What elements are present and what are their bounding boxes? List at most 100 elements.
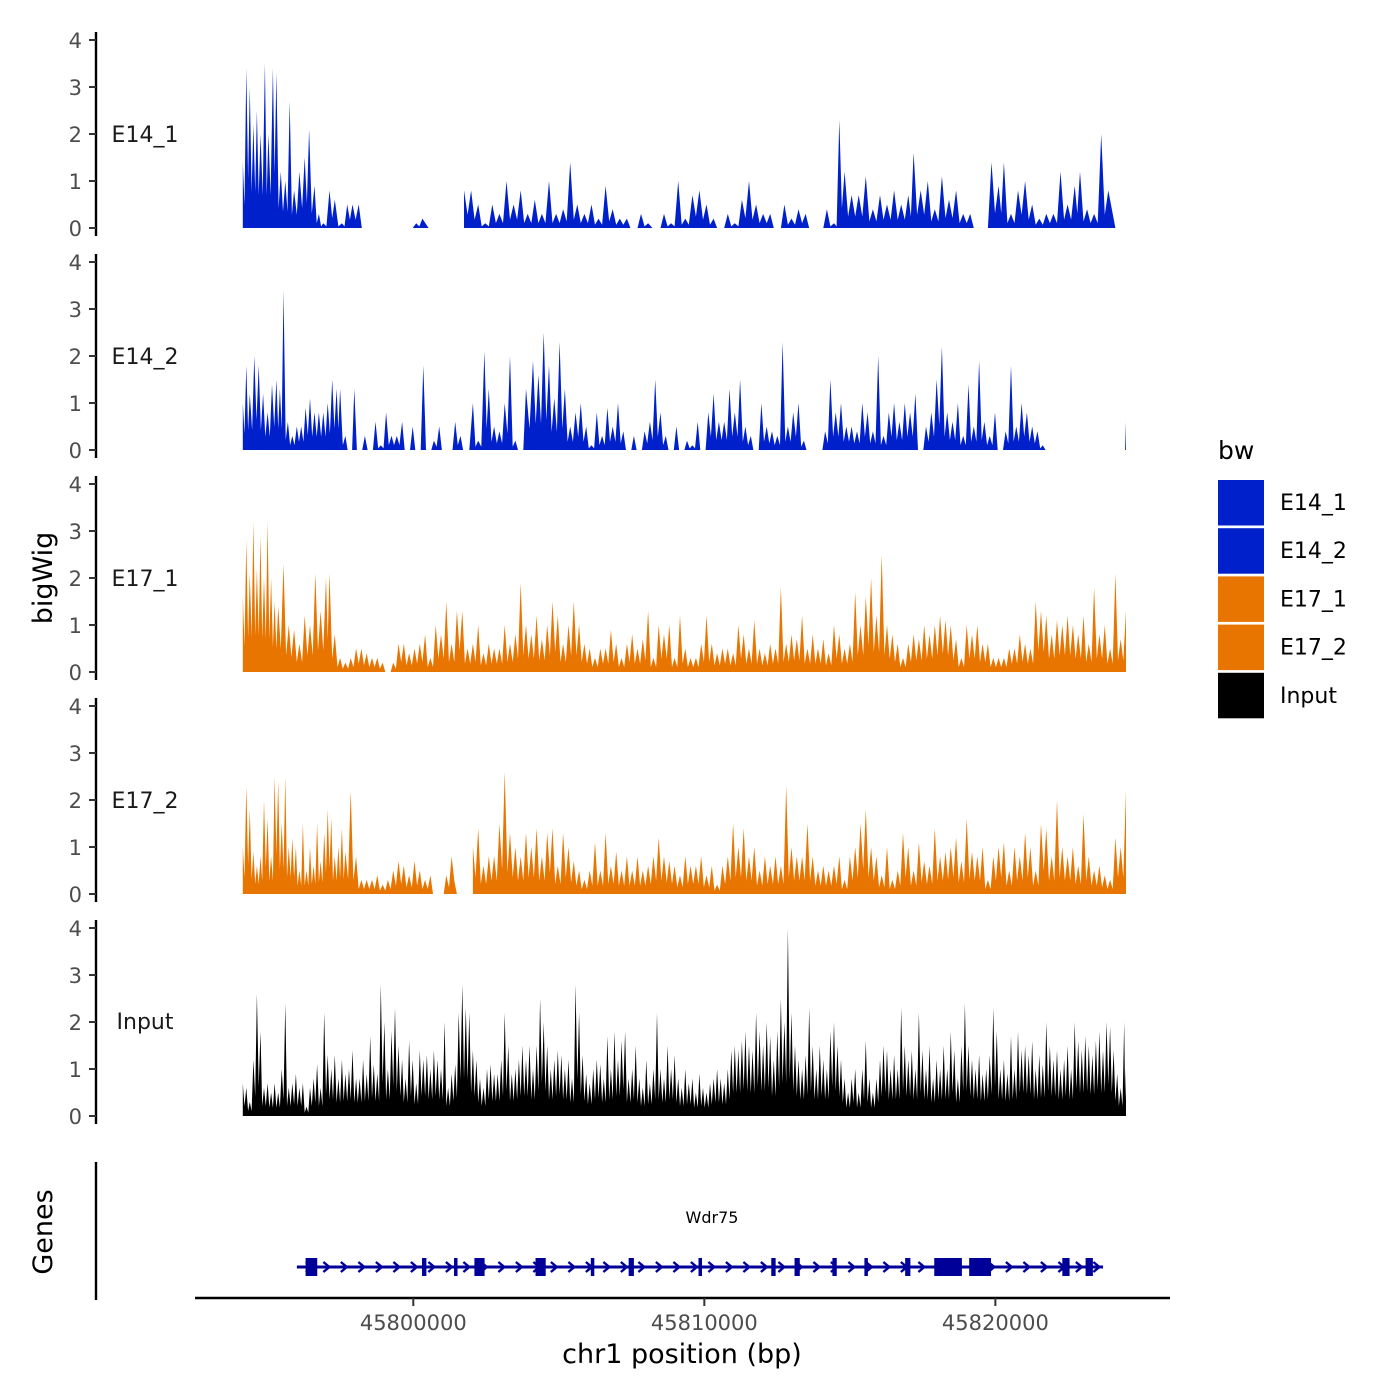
gene-exon — [864, 1258, 868, 1276]
legend-title: bw — [1218, 436, 1254, 465]
gene-strand-chevron — [917, 1261, 927, 1273]
track-label-E14_2: E14_2 — [112, 345, 179, 370]
gene-strand-chevron — [1092, 1261, 1102, 1273]
gene-exon — [474, 1258, 485, 1276]
gene-strand-chevron — [672, 1261, 682, 1273]
legend-label-E14_2: E14_2 — [1280, 539, 1347, 564]
y-tick-label-E17_1-0: 0 — [69, 661, 82, 685]
gene-strand-chevron — [410, 1261, 419, 1273]
y-tick-label-Input-3: 3 — [69, 964, 82, 988]
legend: bw E14_1 E14_2 E17_1 E17_2 Input — [1218, 436, 1347, 719]
gene-strand-chevron — [392, 1261, 402, 1273]
gene-strand-chevron — [497, 1261, 507, 1273]
track-E14_2: 0 1 2 3 4 E14_2 — [69, 251, 1127, 463]
gene-exon — [794, 1258, 800, 1276]
x-axis: 45800000 45810000 45820000 chr1 position (… — [195, 1296, 1170, 1370]
legend-entry-E14_1: E14_1 — [1218, 480, 1347, 526]
y-tick-label-E17_1-3: 3 — [69, 520, 82, 544]
legend-entry-E14_2: E14_2 — [1218, 528, 1347, 574]
legend-label-E17_2: E17_2 — [1280, 636, 1347, 661]
y-tick-label-Input-4: 4 — [69, 917, 82, 941]
gene-exon — [454, 1258, 458, 1276]
legend-swatch-Input — [1218, 672, 1264, 719]
y-tick-label-Input-0: 0 — [69, 1105, 82, 1129]
gene-strand-chevron — [707, 1261, 717, 1273]
gene-strand-chevron — [567, 1261, 577, 1273]
gene-strand-chevron — [427, 1261, 437, 1273]
signal-area-E14_1 — [242, 63, 1127, 228]
gene-exon — [969, 1258, 992, 1276]
x-axis-ticks: 45800000 45810000 45820000 — [360, 1298, 1049, 1335]
gene-strand-chevron — [812, 1261, 822, 1273]
legend-items: E14_1 E14_2 E17_1 E17_2 Input — [1218, 480, 1347, 719]
y-tick-label-Input-2: 2 — [69, 1011, 82, 1035]
legend-label-E14_1: E14_1 — [1280, 491, 1347, 516]
y-tick-label-E14_2-2: 2 — [69, 345, 82, 369]
y-tick-label-E14_1-1: 1 — [69, 170, 82, 194]
gene-strand-chevron — [1005, 1261, 1014, 1273]
y-tick-label-E14_2-1: 1 — [69, 392, 82, 416]
y-tick-label-E17_1-4: 4 — [69, 473, 82, 497]
gene-strand-chevron — [515, 1261, 524, 1273]
y-tick-label-E17_2-3: 3 — [69, 742, 82, 766]
bigwig-tracks: 0 1 2 3 4 E14_1 0 1 2 3 4 E14_2 0 1 2 3 4 E17_1 0 1 2 3 4 E17_2… — [69, 29, 1127, 1129]
gene-exon — [628, 1258, 634, 1276]
gene-exon — [905, 1258, 911, 1276]
gene-strand-chevron — [882, 1261, 892, 1273]
gene-strand-chevron — [602, 1261, 612, 1273]
y-tick-label-E17_1-1: 1 — [69, 614, 82, 638]
gene-strand-chevron — [847, 1261, 857, 1273]
legend-label-Input: Input — [1280, 684, 1337, 709]
gene-strand-chevron — [690, 1261, 699, 1273]
x-tick-label-45800000: 45800000 — [360, 1311, 467, 1335]
gene-exon — [934, 1258, 962, 1276]
y-tick-label-E17_2-2: 2 — [69, 789, 82, 813]
y-tick-label-E14_1-4: 4 — [69, 29, 82, 53]
x-tick-label-45810000: 45810000 — [651, 1311, 758, 1335]
signal-area-E14_2 — [242, 290, 1127, 450]
gene-strand-chevron — [760, 1261, 769, 1273]
track-label-E14_1: E14_1 — [112, 123, 179, 148]
gene-strand-chevron — [725, 1261, 734, 1273]
y-tick-label-Input-1: 1 — [69, 1058, 82, 1082]
gene-strand-chevron — [1075, 1261, 1084, 1273]
track-Input: 0 1 2 3 4 Input — [69, 917, 1127, 1129]
gene-exon — [698, 1258, 702, 1276]
x-axis-title: chr1 position (bp) — [562, 1339, 802, 1370]
y-tick-label-E14_2-0: 0 — [69, 439, 82, 463]
track-label-Input: Input — [117, 1010, 174, 1035]
gene-strand-chevron — [1022, 1261, 1032, 1273]
y-tick-label-E17_1-2: 2 — [69, 567, 82, 591]
gene-strand-chevron — [375, 1261, 384, 1273]
gene-label: Wdr75 — [686, 1208, 739, 1227]
gene-exon — [590, 1258, 595, 1276]
gene-exon — [771, 1258, 776, 1276]
legend-entry-E17_2: E17_2 — [1218, 624, 1347, 671]
gene-strand-chevron — [340, 1261, 349, 1273]
gene-exon — [422, 1258, 427, 1276]
gene-exon — [305, 1258, 318, 1276]
gene-strand-chevron — [357, 1261, 367, 1273]
gene-exon — [535, 1258, 546, 1276]
legend-swatch-E17_2 — [1218, 624, 1264, 671]
gene-strand-chevron — [620, 1261, 629, 1273]
y-tick-label-E17_2-1: 1 — [69, 836, 82, 860]
y-tick-label-E14_1-3: 3 — [69, 76, 82, 100]
gene-strand-chevron — [777, 1261, 787, 1273]
gene-strand-chevron — [637, 1261, 647, 1273]
signal-area-Input — [242, 928, 1127, 1116]
legend-swatch-E14_1 — [1218, 480, 1264, 526]
gene-exon — [1062, 1258, 1070, 1276]
track-E17_1: 0 1 2 3 4 E17_1 — [69, 473, 1127, 685]
gene-strand-chevron — [322, 1261, 332, 1273]
y-tick-label-E17_2-4: 4 — [69, 695, 82, 719]
legend-swatch-E14_2 — [1218, 528, 1264, 574]
signal-area-E17_1 — [242, 521, 1127, 672]
y-tick-label-E14_1-0: 0 — [69, 217, 82, 241]
y-tick-label-E17_2-0: 0 — [69, 883, 82, 907]
gene-strand-chevron — [445, 1261, 454, 1273]
signal-area-E17_2 — [242, 771, 1127, 894]
y-tick-label-E14_2-3: 3 — [69, 298, 82, 322]
track-label-E17_1: E17_1 — [112, 567, 179, 592]
